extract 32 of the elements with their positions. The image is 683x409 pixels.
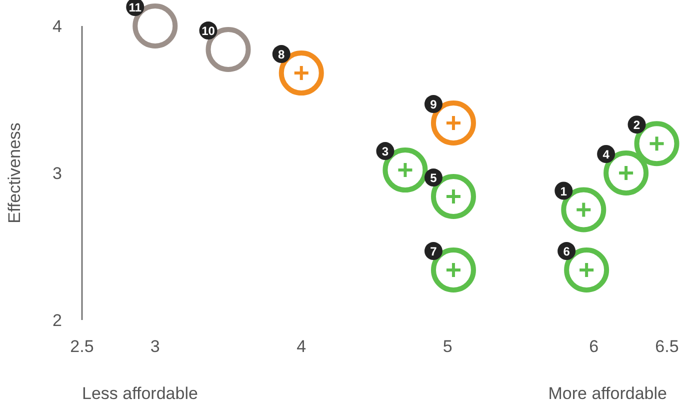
point [430, 174, 476, 220]
annotation: 11 [128, 0, 142, 14]
annotation: 2 [633, 118, 640, 132]
text: Less affordable [82, 384, 198, 404]
point [278, 50, 324, 96]
point [430, 100, 476, 146]
x-tick-label: 6 [589, 337, 599, 356]
y-tick-label: 4 [52, 17, 62, 36]
point [634, 121, 680, 166]
annotation: 3 [382, 144, 389, 159]
y-axis-title: Effectiveness [5, 122, 24, 224]
annotation: 6 [563, 244, 570, 259]
annotation: 4 [602, 148, 610, 162]
annotation: 1 [560, 184, 568, 198]
point [430, 248, 476, 293]
point [564, 248, 610, 293]
x-tick-label: 3 [150, 337, 160, 356]
annotation: 7 [430, 244, 438, 259]
x-tick-label: 5 [442, 337, 452, 356]
point [604, 150, 649, 196]
y-tick-label: 2 [52, 311, 62, 330]
annotation: 8 [278, 48, 286, 62]
point [382, 148, 428, 193]
annotation: 9 [430, 98, 438, 112]
x-tick-label: 6.5 [655, 337, 679, 356]
point [561, 187, 606, 232]
annotation: 5 [430, 171, 438, 186]
text: More affordable [548, 384, 667, 404]
y-tick-label: 3 [52, 164, 62, 184]
annotation: 10 [202, 24, 216, 38]
x-tick-label: 4 [296, 337, 306, 356]
x-tick-label: 2.5 [70, 337, 94, 356]
